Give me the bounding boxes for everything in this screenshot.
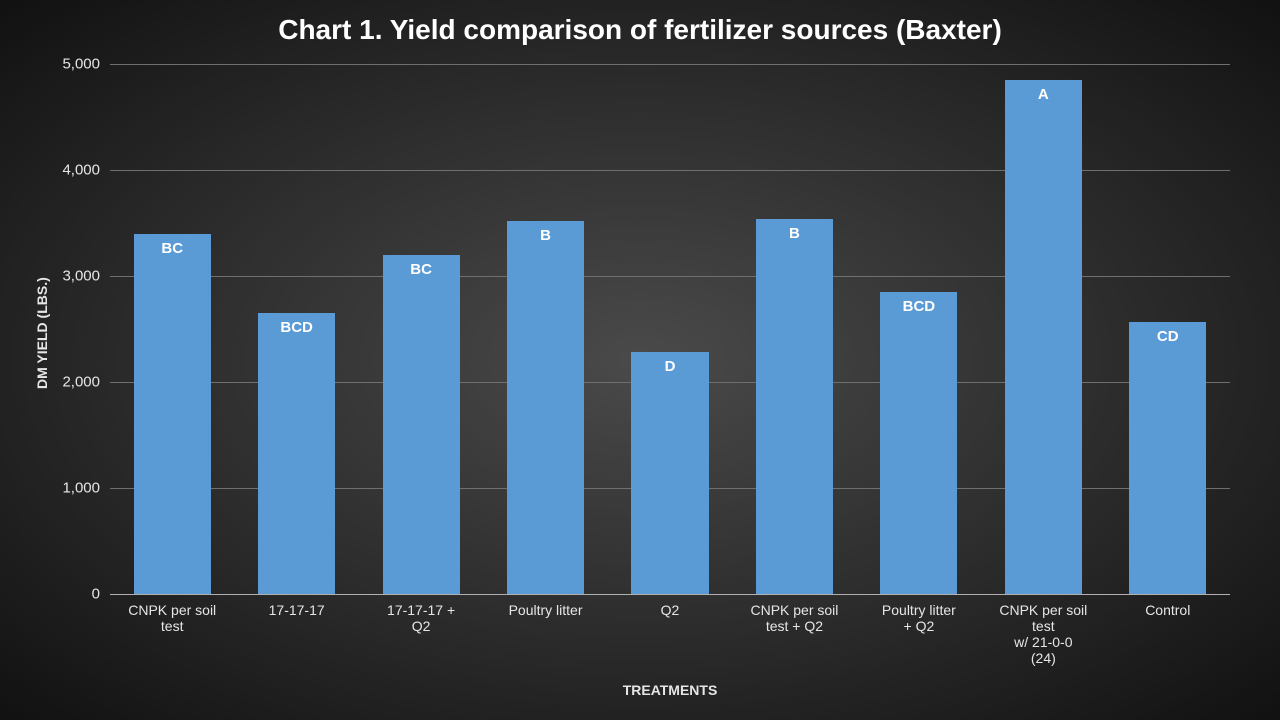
category-label: CNPK per soiltestw/ 21-0-0(24) <box>981 602 1105 666</box>
y-tick-label: 2,000 <box>62 374 100 391</box>
bar: B <box>507 221 584 594</box>
bar-data-label: B <box>756 225 833 242</box>
bar-data-label: CD <box>1129 328 1206 345</box>
bar-data-label: D <box>631 358 708 375</box>
bar-data-label: A <box>1005 86 1082 103</box>
category-label: Control <box>1106 602 1230 618</box>
y-axis-label: DM YIELD (LBS.) <box>34 277 50 389</box>
bar-data-label: BC <box>134 240 211 257</box>
bar: CD <box>1129 322 1206 594</box>
bar-data-label: B <box>507 227 584 244</box>
bar: D <box>631 352 708 594</box>
category-label: Q2 <box>608 602 732 618</box>
category-label: Poultry litter+ Q2 <box>857 602 981 634</box>
bar: BC <box>134 234 211 594</box>
bar-data-label: BCD <box>258 319 335 336</box>
bar: BCD <box>880 292 957 594</box>
axis-baseline <box>110 594 1230 595</box>
chart-title: Chart 1. Yield comparison of fertilizer … <box>0 14 1280 46</box>
bar: A <box>1005 80 1082 594</box>
bar-data-label: BCD <box>880 298 957 315</box>
category-label: CNPK per soiltest <box>110 602 234 634</box>
y-tick-label: 1,000 <box>62 480 100 497</box>
y-tick-label: 3,000 <box>62 268 100 285</box>
x-axis-label: TREATMENTS <box>110 682 1230 698</box>
bar: BC <box>383 255 460 594</box>
chart-container: Chart 1. Yield comparison of fertilizer … <box>0 0 1280 720</box>
y-tick-label: 4,000 <box>62 162 100 179</box>
category-label: Poultry litter <box>483 602 607 618</box>
y-tick-label: 5,000 <box>62 56 100 73</box>
bar-data-label: BC <box>383 261 460 278</box>
category-label: 17-17-17 +Q2 <box>359 602 483 634</box>
plot-area: 01,0002,0003,0004,0005,000BCBCDBCBDBBCDA… <box>110 64 1230 594</box>
y-tick-label: 0 <box>92 586 100 603</box>
category-label: CNPK per soiltest + Q2 <box>732 602 856 634</box>
category-label: 17-17-17 <box>234 602 358 618</box>
bar: BCD <box>258 313 335 594</box>
gridline <box>110 64 1230 65</box>
bar: B <box>756 219 833 594</box>
